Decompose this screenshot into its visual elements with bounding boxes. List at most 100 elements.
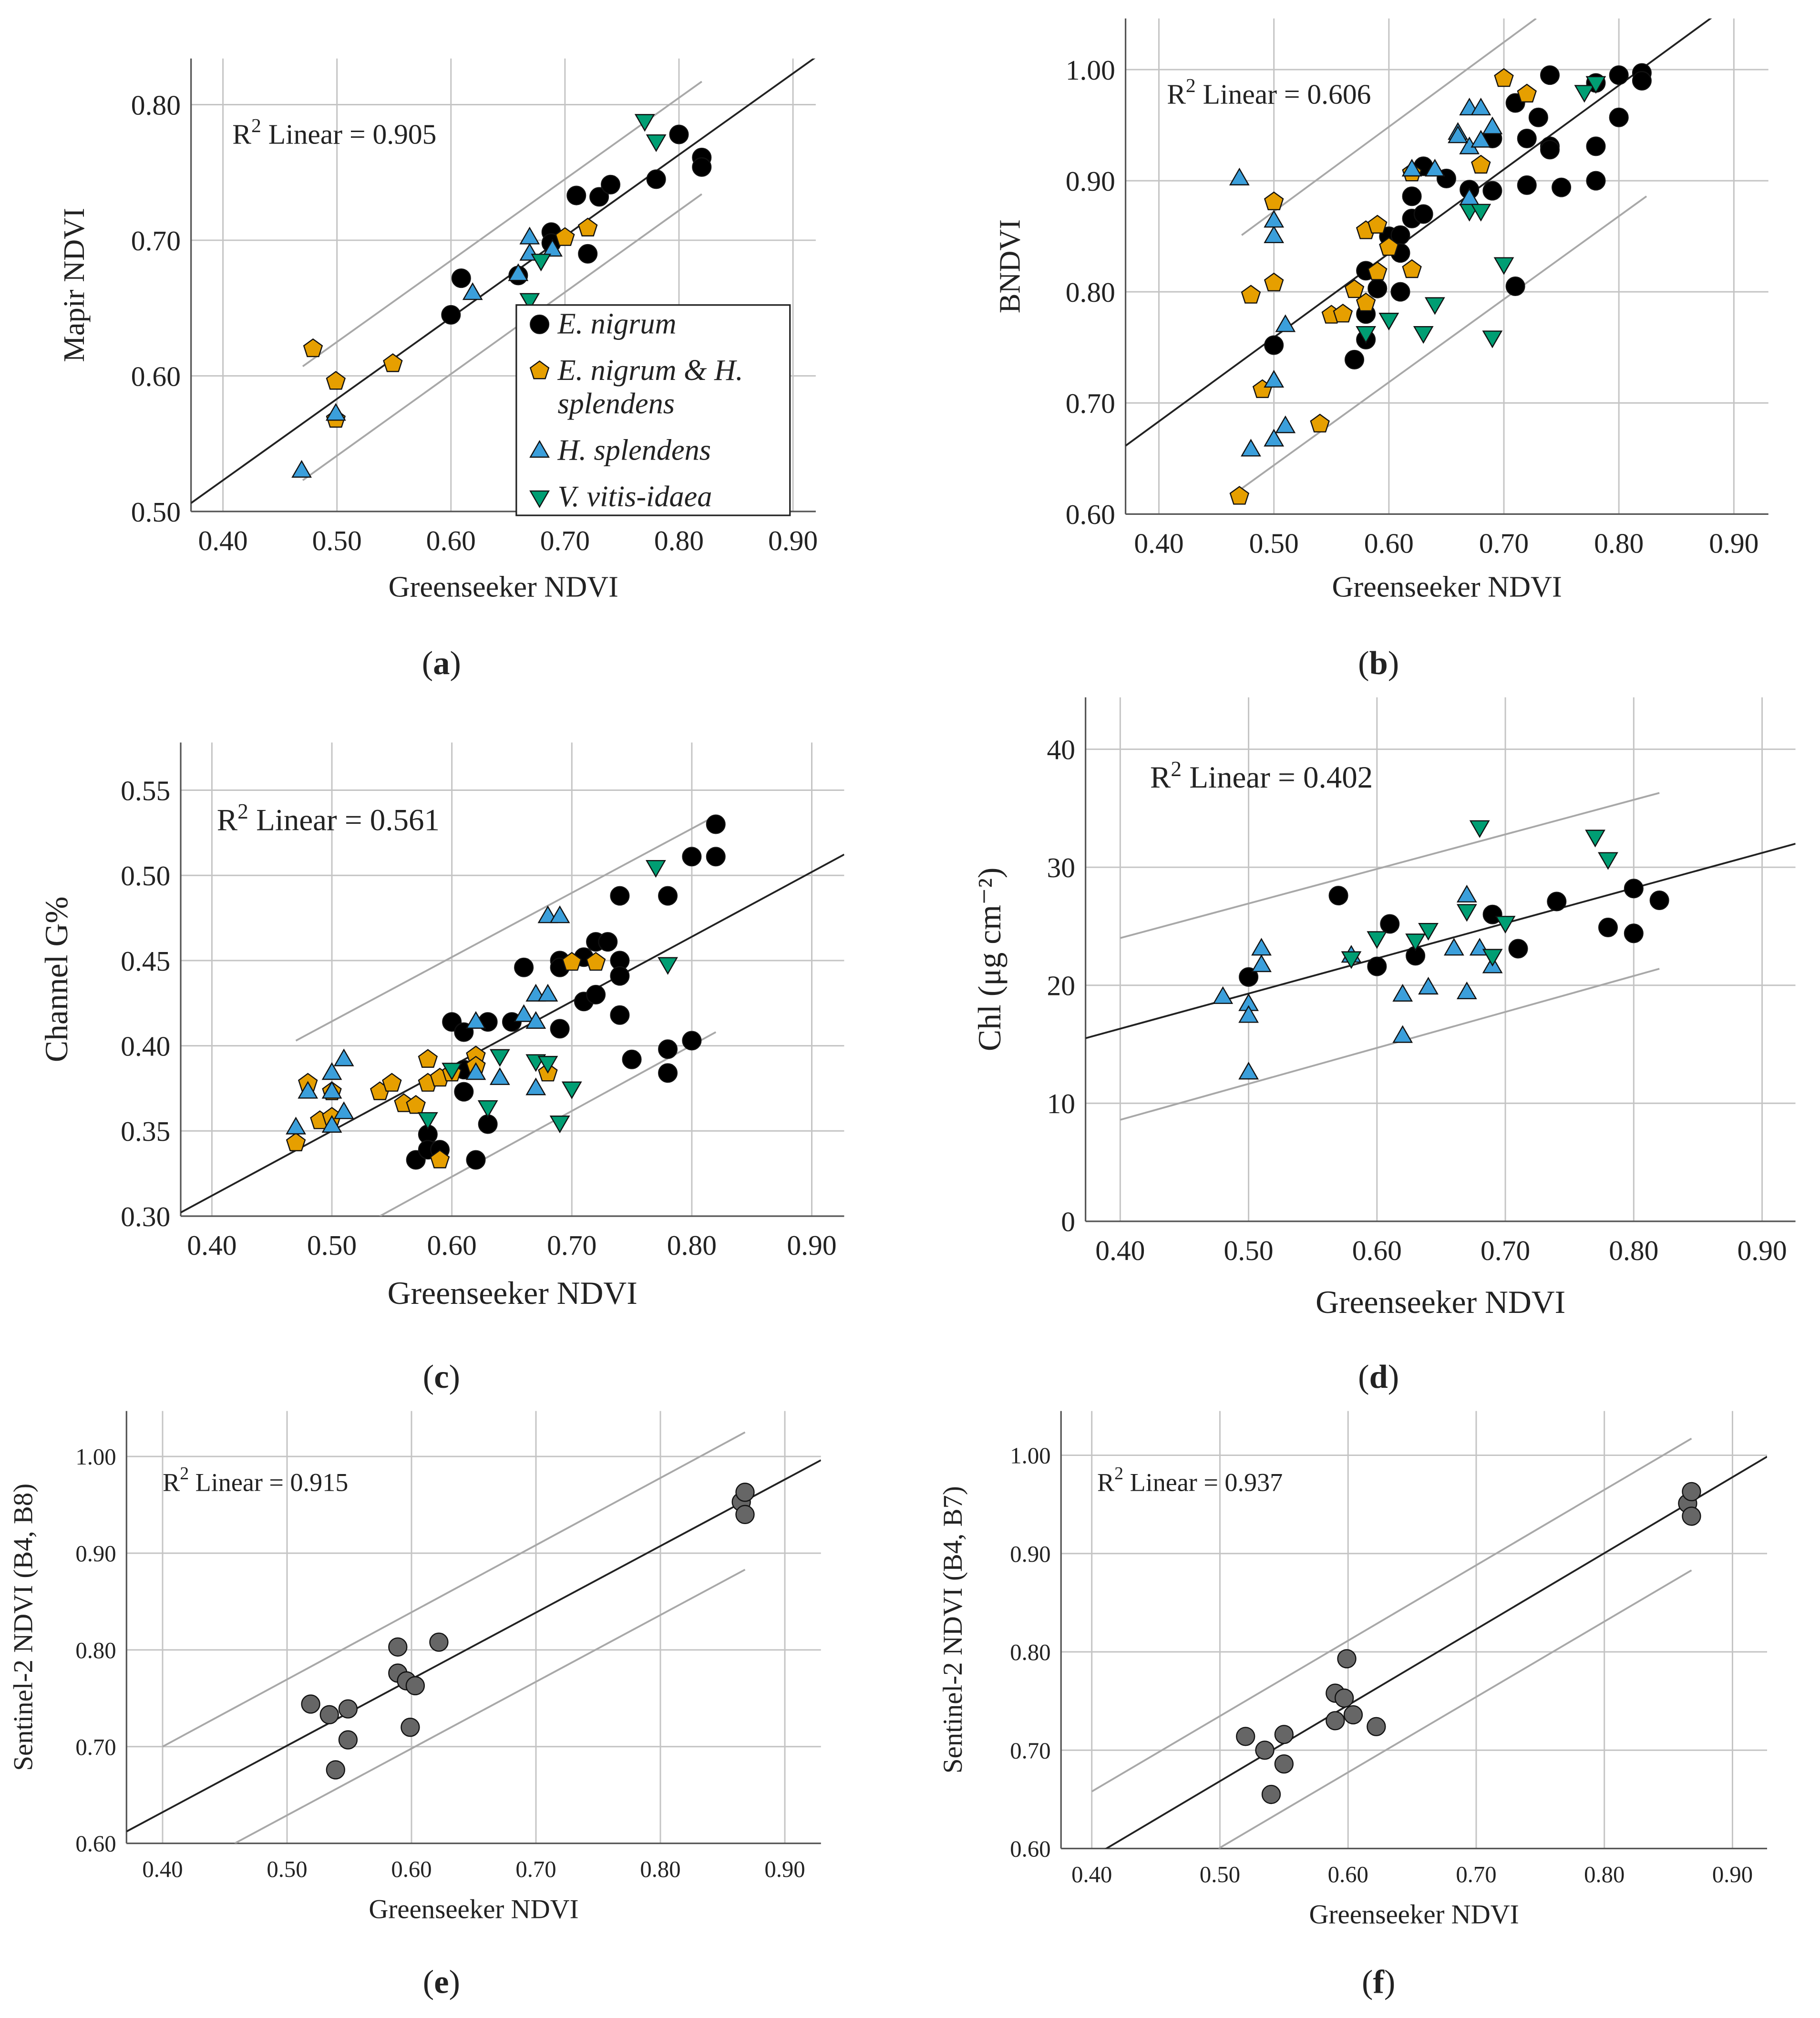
- chart-panel-e: 0.40 0.50 0.60 0.70 0.80 0.90 0.60 0.70 0.80 0.90…: [9, 1411, 821, 2001]
- data-point-hs: [298, 1081, 319, 1099]
- data-point-hs: [1229, 167, 1250, 185]
- data-point-vv: [1598, 852, 1618, 870]
- data-point-en: [1264, 335, 1284, 355]
- x-tick-label: 0.50: [1224, 1235, 1273, 1266]
- data-point-s2: [1343, 1705, 1363, 1725]
- y-tick-label: 0.90: [1066, 165, 1115, 197]
- chart-panel-d: 0.40 0.50 0.60 0.70 0.80 0.90 0 10 20 30 40 R2 Line…: [972, 697, 1796, 1395]
- data-point-en: [1528, 107, 1548, 127]
- y-tick-label: 0.60: [1010, 1836, 1050, 1862]
- y-tick-label: 0.70: [1066, 388, 1115, 419]
- regression-line: [1125, 18, 1712, 447]
- data-point-hs: [1251, 954, 1272, 973]
- data-point-vv: [1482, 949, 1503, 967]
- data-point-en: [646, 169, 666, 189]
- data-point-vv: [489, 1049, 510, 1067]
- data-point-vv: [1367, 931, 1388, 949]
- panel-paren: (: [423, 1358, 434, 1395]
- lower-prediction-band: [234, 1568, 746, 1844]
- data-point-enhs: [1241, 285, 1261, 304]
- legend-label: E. nigrum: [557, 307, 676, 340]
- legend-item-en: E. nigrum: [530, 307, 676, 340]
- y-tick-label: 0.80: [75, 1638, 116, 1663]
- r2-prefix: R: [232, 118, 251, 150]
- data-point-hs: [1251, 938, 1272, 956]
- r2-superscript: 2: [237, 799, 248, 823]
- data-point-s2: [1334, 1688, 1354, 1708]
- legend-item-enhs: E. nigrum & H.splendens: [529, 354, 743, 420]
- y-axis-label: Chl (μg cm⁻²): [972, 868, 1008, 1051]
- r2-superscript: 2: [1171, 757, 1182, 781]
- data-point-en: [586, 984, 606, 1004]
- data-point-hs: [1275, 415, 1296, 433]
- data-point-hs: [1448, 125, 1468, 143]
- chart-panel-a: 0.40 0.50 0.60 0.70 0.80 0.90 0.50 0.60 0.70 0.80…: [58, 58, 818, 682]
- x-tick-label: 0.80: [1584, 1862, 1625, 1887]
- data-point-enhs: [1344, 279, 1365, 298]
- data-point-hs: [1392, 1025, 1413, 1043]
- y-tick-label: 1.00: [1010, 1443, 1050, 1469]
- data-point-vv: [1482, 330, 1503, 348]
- legend-label: splendens: [557, 388, 675, 420]
- data-point-hs: [1213, 986, 1234, 1004]
- x-tick-label: 0.50: [1200, 1862, 1240, 1887]
- data-point-en: [601, 174, 621, 195]
- data-point-en: [1345, 349, 1365, 369]
- data-point-en: [1649, 891, 1669, 911]
- data-point-s2: [1682, 1482, 1701, 1502]
- x-tick-label: 0.90: [787, 1229, 836, 1261]
- data-point-en: [1540, 140, 1560, 160]
- legend-label: H. splendens: [557, 434, 711, 467]
- y-axis-label: Channel G%: [39, 896, 74, 1062]
- x-tick-label: 0.70: [540, 525, 590, 556]
- data-point-hs: [465, 1062, 486, 1080]
- data-point-en: [1586, 171, 1606, 191]
- data-point-en: [514, 957, 534, 977]
- r2-annotation: R2 Linear = 0.915: [163, 1464, 348, 1496]
- data-point-hs: [321, 1115, 342, 1133]
- data-point-vv: [561, 1081, 582, 1099]
- data-point-en: [598, 932, 618, 952]
- data-point-vv: [1495, 916, 1516, 934]
- data-point-hs: [1401, 159, 1422, 177]
- x-tick-label: 0.60: [1328, 1862, 1368, 1887]
- r2-text: Linear = 0.402: [1182, 760, 1373, 795]
- data-point-en: [589, 187, 609, 207]
- panel-paren: ): [450, 645, 461, 682]
- data-point-hs: [519, 226, 540, 245]
- y-axis-label: Sentinel-2 NDVI (B4, B7): [938, 1486, 968, 1773]
- y-tick-label: 0.30: [121, 1201, 170, 1232]
- x-tick-label: 0.60: [391, 1856, 432, 1882]
- upper-prediction-band: [1091, 1437, 1692, 1793]
- data-point-vv: [1418, 922, 1439, 941]
- data-point-hs: [1456, 981, 1477, 1000]
- x-tick-label: 0.70: [515, 1856, 556, 1882]
- data-point-s2: [1326, 1711, 1345, 1731]
- y-tick-label: 0.90: [75, 1541, 116, 1567]
- x-axis-label: Greenseeker NDVI: [369, 1895, 578, 1925]
- x-axis-label: Greenseeker NDVI: [1316, 1284, 1565, 1320]
- data-point-en: [682, 1031, 702, 1051]
- data-point-vv: [646, 134, 667, 153]
- chart-panel-f: 0.40 0.50 0.60 0.70 0.80 0.90 0.60 0.70 0.80 0.90…: [938, 1411, 1768, 2001]
- data-point-vv: [1456, 904, 1477, 922]
- data-point-en: [1390, 282, 1410, 302]
- data-point-enhs: [555, 227, 575, 246]
- data-point-en: [622, 1049, 642, 1069]
- data-point-hs: [1392, 983, 1413, 1002]
- y-tick-label: 0.35: [121, 1116, 170, 1147]
- upper-prediction-band: [1120, 792, 1660, 939]
- data-point-hs: [1275, 314, 1296, 332]
- pentagon-marker-icon: [529, 360, 550, 379]
- x-tick-label: 0.90: [1712, 1862, 1753, 1887]
- data-point-en: [550, 1019, 570, 1039]
- data-point-hs: [549, 905, 570, 923]
- data-point-vv: [417, 1112, 438, 1130]
- data-point-vv: [1424, 297, 1445, 315]
- data-point-hs: [1482, 116, 1503, 134]
- x-tick-label: 0.40: [187, 1229, 236, 1261]
- x-tick-label: 0.80: [667, 1229, 717, 1261]
- x-axis-label: Greenseeker NDVI: [389, 571, 618, 604]
- r2-annotation: R2 Linear = 0.905: [232, 115, 436, 150]
